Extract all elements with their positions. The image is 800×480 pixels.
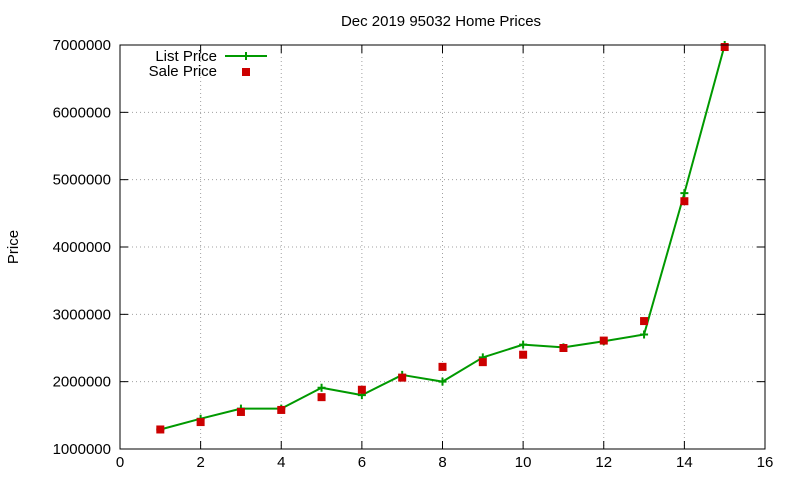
legend: List Price Sale Price: [149, 48, 267, 80]
sale-price-point: [478, 358, 487, 367]
plot-frame: [119, 44, 766, 450]
x-tick-label: 14: [676, 454, 693, 471]
y-tick-label: 1000000: [53, 441, 111, 458]
sale-price-point: [196, 418, 205, 427]
sale-price-point: [398, 373, 407, 382]
y-tick-label: 3000000: [53, 306, 111, 323]
x-tick-label: 0: [116, 454, 124, 471]
x-tick-label: 4: [277, 454, 285, 471]
sale-price-point: [156, 425, 165, 434]
legend-label-list-price: List Price: [155, 48, 217, 65]
sale-price-point: [519, 350, 528, 359]
legend-marker-sale-price: [242, 68, 250, 76]
legend-label-sale-price: Sale Price: [149, 63, 217, 80]
x-tick-label: 8: [438, 454, 446, 471]
sale-price-point: [640, 317, 649, 326]
x-tick-label: 10: [515, 454, 532, 471]
y-tick-label: 5000000: [53, 172, 111, 189]
y-axis-label: Price: [5, 230, 22, 264]
chart-title: Dec 2019 95032 Home Prices: [341, 13, 541, 30]
sale-price-point: [277, 405, 286, 414]
sale-price-point: [599, 336, 608, 345]
y-tick-label: 6000000: [53, 104, 111, 121]
x-tick-label: 2: [196, 454, 204, 471]
legend-marker-list-price: [242, 52, 250, 60]
list-price-point: [680, 189, 689, 198]
sale-price-point: [680, 197, 689, 206]
sale-price-point: [317, 393, 326, 402]
list-price-point: [317, 383, 326, 392]
sale-price-point: [357, 385, 366, 394]
list-price-point: [438, 377, 447, 386]
y-tick-label: 4000000: [53, 239, 111, 256]
x-tick-label: 16: [757, 454, 774, 471]
sale-price-point: [236, 407, 245, 416]
list-price-point: [640, 330, 649, 339]
sale-price-point: [438, 362, 447, 371]
x-tick-label: 12: [595, 454, 612, 471]
sale-price-point: [559, 344, 568, 352]
y-tick-label: 7000000: [53, 37, 111, 54]
y-tick-label: 2000000: [53, 374, 111, 391]
x-tick-label: 6: [358, 454, 366, 471]
sale-price-point: [720, 43, 729, 52]
list-price-point: [519, 340, 528, 349]
axis-ticks: 0 2 4 6 8 10 12 14 16 1000000 2000000 3000000 400000…: [53, 37, 774, 471]
data-series: [156, 41, 729, 434]
